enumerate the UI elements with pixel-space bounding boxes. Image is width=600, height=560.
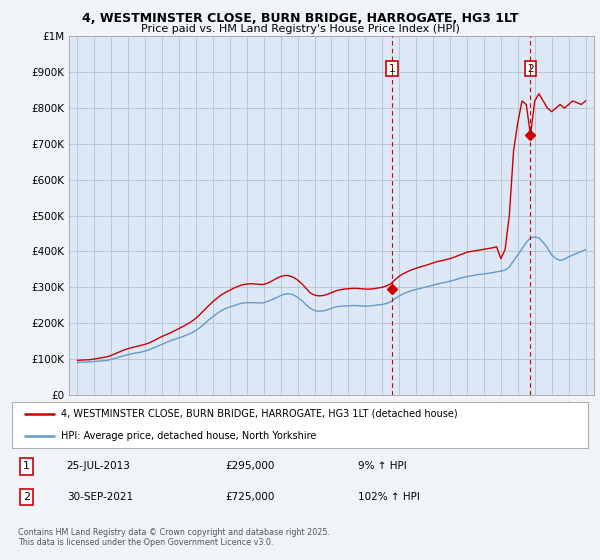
Text: Contains HM Land Registry data © Crown copyright and database right 2025.
This d: Contains HM Land Registry data © Crown c…	[18, 528, 330, 547]
Text: HPI: Average price, detached house, North Yorkshire: HPI: Average price, detached house, Nort…	[61, 431, 316, 441]
Text: 1: 1	[388, 64, 395, 74]
Text: Price paid vs. HM Land Registry's House Price Index (HPI): Price paid vs. HM Land Registry's House …	[140, 24, 460, 34]
Text: 4, WESTMINSTER CLOSE, BURN BRIDGE, HARROGATE, HG3 1LT: 4, WESTMINSTER CLOSE, BURN BRIDGE, HARRO…	[82, 12, 518, 25]
Text: 1: 1	[23, 461, 30, 472]
Text: 30-SEP-2021: 30-SEP-2021	[67, 492, 133, 502]
Text: 2: 2	[23, 492, 30, 502]
Text: £725,000: £725,000	[225, 492, 274, 502]
Text: £295,000: £295,000	[225, 461, 274, 472]
Text: 2: 2	[527, 64, 534, 74]
Text: 9% ↑ HPI: 9% ↑ HPI	[358, 461, 406, 472]
Text: 4, WESTMINSTER CLOSE, BURN BRIDGE, HARROGATE, HG3 1LT (detached house): 4, WESTMINSTER CLOSE, BURN BRIDGE, HARRO…	[61, 409, 458, 419]
Text: 25-JUL-2013: 25-JUL-2013	[67, 461, 131, 472]
Text: 102% ↑ HPI: 102% ↑ HPI	[358, 492, 419, 502]
